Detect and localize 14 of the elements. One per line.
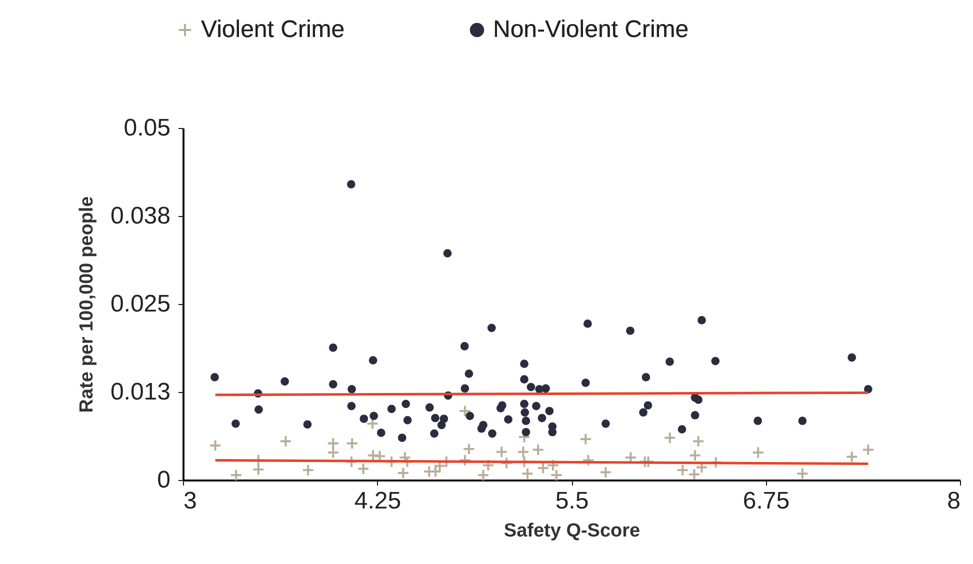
x-tick-label: 3 <box>184 488 197 514</box>
legend-label: Non-Violent Crime <box>493 16 689 43</box>
y-tick-label: 0.013 <box>110 378 170 406</box>
x-tick-label: 5.5 <box>555 488 589 514</box>
y-tick-label: 0.05 <box>124 114 170 142</box>
y-axis-title: Rate per 100,000 people <box>76 196 98 413</box>
x-tick-label: 8 <box>947 488 960 514</box>
x-axis-title: Safety Q-Score <box>504 520 640 542</box>
legend-label: Violent Crime <box>201 16 345 43</box>
x-tick-label: 6.75 <box>742 488 790 514</box>
y-tick-label: 0.025 <box>110 290 170 318</box>
y-tick-label: 0.038 <box>110 202 170 230</box>
y-tick-label: 0 <box>157 466 170 494</box>
x-tick-label: 4.25 <box>354 488 402 514</box>
